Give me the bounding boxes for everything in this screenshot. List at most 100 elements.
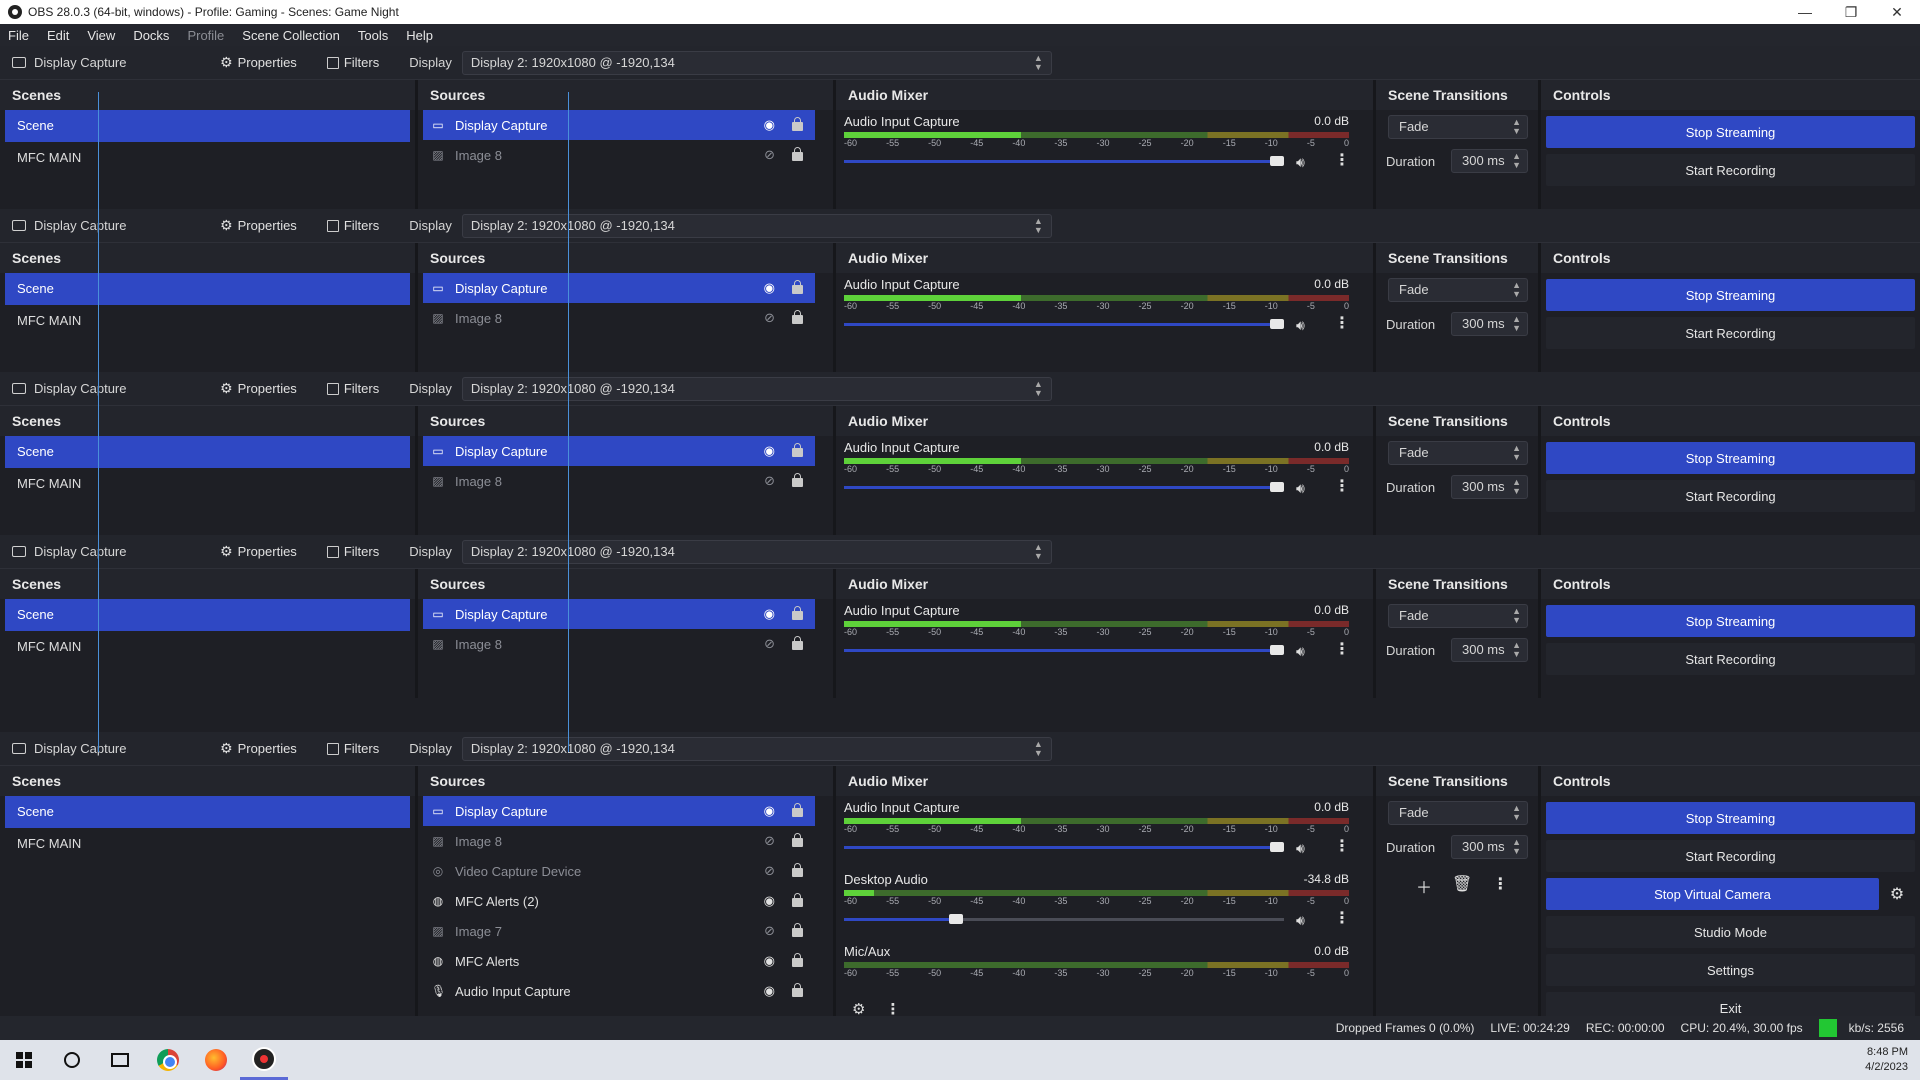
lock-icon[interactable]: [792, 473, 803, 487]
lock-icon[interactable]: [792, 147, 803, 161]
source-item-display-capture[interactable]: ▭ Display Capture ◉: [423, 796, 815, 826]
speaker-icon[interactable]: 🔊︎: [1296, 840, 1305, 856]
speaker-icon[interactable]: 🔊︎: [1296, 317, 1305, 333]
firefox-taskbar-button[interactable]: [192, 1040, 240, 1080]
lock-icon[interactable]: [792, 280, 803, 294]
scene-item-mfc-main[interactable]: MFC MAIN: [17, 639, 82, 654]
scene-item-mfc-main[interactable]: MFC MAIN: [17, 313, 82, 328]
display-select[interactable]: Display 2: 1920x1080 @ -1920,134 ▲ ▼: [461, 736, 1052, 761]
transition-select[interactable]: Fade ▲ ▼: [1388, 441, 1528, 465]
stop-streaming-button[interactable]: Stop Streaming: [1546, 442, 1915, 474]
slider-knob[interactable]: [1270, 842, 1284, 852]
settings-button[interactable]: Settings: [1546, 954, 1915, 986]
volume-slider[interactable]: [844, 645, 1284, 655]
volume-slider[interactable]: [844, 914, 963, 924]
add-transition-icon[interactable]: ＋: [1416, 880, 1433, 897]
advanced-audio-gear-icon[interactable]: ⚙: [852, 1001, 866, 1016]
volume-slider[interactable]: [844, 319, 1284, 329]
obs-taskbar-button[interactable]: [240, 1040, 288, 1080]
source-item[interactable]: ▭ Display Capture ◉: [423, 599, 815, 629]
kebab-menu-icon[interactable]: ⋮: [1334, 315, 1350, 332]
display-select[interactable]: Display 2: 1920x1080 @ -1920,134 ▲ ▼: [461, 50, 1052, 75]
scene-item-mfc-main[interactable]: MFC MAIN: [17, 150, 82, 165]
eye-slash-icon[interactable]: ⊘: [764, 863, 775, 878]
kebab-menu-icon[interactable]: ⋮: [1334, 838, 1350, 855]
volume-slider[interactable]: [844, 842, 1284, 852]
lock-icon[interactable]: [792, 833, 803, 847]
volume-slider-track[interactable]: [963, 918, 1284, 921]
lock-icon[interactable]: [792, 863, 803, 877]
studio-mode-button[interactable]: Studio Mode: [1546, 916, 1915, 948]
display-select[interactable]: Display 2: 1920x1080 @ -1920,134 ▲ ▼: [461, 539, 1052, 564]
speaker-icon[interactable]: 🔊︎: [1296, 480, 1305, 496]
filters-button[interactable]: Filters: [317, 376, 389, 402]
source-item-video-capture-device[interactable]: ◎ Video Capture Device ⊘: [423, 856, 815, 886]
stop-streaming-button[interactable]: Stop Streaming: [1546, 279, 1915, 311]
display-select[interactable]: Display 2: 1920x1080 @ -1920,134 ▲ ▼: [461, 376, 1052, 401]
source-item[interactable]: ▭ Display Capture ◉: [423, 273, 815, 303]
filters-button[interactable]: Filters: [317, 736, 389, 762]
transition-select[interactable]: Fade ▲ ▼: [1388, 604, 1528, 628]
scene-item-scene[interactable]: Scene: [5, 273, 410, 305]
menu-edit[interactable]: Edit: [46, 27, 70, 43]
scene-item-scene[interactable]: Scene: [5, 110, 410, 142]
eye-icon[interactable]: ◉: [763, 443, 775, 458]
duration-spinbox[interactable]: 300 ms ▲ ▼: [1451, 835, 1528, 859]
kebab-menu-icon[interactable]: ⋮: [1334, 152, 1350, 169]
stop-streaming-button[interactable]: Stop Streaming: [1546, 605, 1915, 637]
scene-item-scene[interactable]: Scene: [5, 796, 410, 828]
volume-slider[interactable]: [844, 482, 1284, 492]
display-select[interactable]: Display 2: 1920x1080 @ -1920,134 ▲ ▼: [461, 213, 1052, 238]
filters-button[interactable]: Filters: [317, 539, 389, 565]
eye-slash-icon[interactable]: ⊘: [764, 636, 775, 651]
lock-icon[interactable]: [792, 983, 803, 997]
speaker-icon[interactable]: 🔊︎: [1296, 643, 1305, 659]
eye-icon[interactable]: ◉: [763, 803, 775, 818]
lock-icon[interactable]: [792, 893, 803, 907]
source-item[interactable]: ▭ Display Capture ◉: [423, 110, 815, 140]
stop-streaming-button[interactable]: Stop Streaming: [1546, 116, 1915, 148]
menu-tools[interactable]: Tools: [357, 27, 389, 43]
transition-select[interactable]: Fade ▲ ▼: [1388, 115, 1528, 139]
chrome-taskbar-button[interactable]: [144, 1040, 192, 1080]
kebab-menu-icon[interactable]: ⋮: [1334, 641, 1350, 658]
eye-icon[interactable]: ◉: [763, 117, 775, 132]
menu-scene-collection[interactable]: Scene Collection: [242, 27, 340, 43]
exit-button[interactable]: Exit: [1546, 992, 1915, 1016]
menu-help[interactable]: Help: [406, 27, 433, 43]
duration-spinbox[interactable]: 300 ms ▲ ▼: [1451, 638, 1528, 662]
source-item-image-8[interactable]: ▨ Image 8 ⊘: [423, 826, 815, 856]
transition-select[interactable]: Fade ▲ ▼: [1388, 801, 1528, 825]
properties-button[interactable]: ⚙ Properties: [210, 50, 307, 76]
lock-icon[interactable]: [792, 953, 803, 967]
task-view-button[interactable]: [96, 1040, 144, 1080]
scene-item-mfc-main[interactable]: MFC MAIN: [17, 836, 82, 851]
lock-icon[interactable]: [792, 117, 803, 131]
minimize-button[interactable]: —: [1798, 4, 1812, 20]
kebab-menu-icon[interactable]: ⋮: [1334, 478, 1350, 495]
scene-item-mfc-main[interactable]: MFC MAIN: [17, 476, 82, 491]
trash-icon[interactable]: 🗑︎: [1452, 876, 1473, 893]
close-button[interactable]: ✕: [1891, 3, 1903, 20]
stop-virtual-camera-button[interactable]: Stop Virtual Camera: [1546, 878, 1879, 910]
stop-streaming-button[interactable]: Stop Streaming: [1546, 802, 1915, 834]
search-button[interactable]: [48, 1040, 96, 1080]
lock-icon[interactable]: [792, 923, 803, 937]
source-item-mfc-alerts-2[interactable]: ◍ MFC Alerts (2) ◉: [423, 886, 815, 916]
speaker-icon[interactable]: 🔊︎: [1296, 912, 1305, 928]
filters-button[interactable]: Filters: [317, 50, 389, 76]
duration-spinbox[interactable]: 300 ms ▲ ▼: [1451, 149, 1528, 173]
lock-icon[interactable]: [792, 636, 803, 650]
eye-slash-icon[interactable]: ⊘: [764, 310, 775, 325]
menu-view[interactable]: View: [87, 27, 116, 43]
transition-kebab-icon[interactable]: ⋮: [1492, 876, 1509, 893]
properties-button[interactable]: ⚙ Properties: [210, 213, 307, 239]
duration-spinbox[interactable]: 300 ms ▲ ▼: [1451, 475, 1528, 499]
transition-select[interactable]: Fade ▲ ▼: [1388, 278, 1528, 302]
source-item-audio-input-capture[interactable]: 🎙︎ Audio Input Capture ◉: [423, 976, 815, 1006]
properties-button[interactable]: ⚙ Properties: [210, 736, 307, 762]
eye-slash-icon[interactable]: ⊘: [764, 833, 775, 848]
start-recording-button[interactable]: Start Recording: [1546, 840, 1915, 872]
menu-profile[interactable]: Profile: [187, 27, 225, 43]
start-recording-button[interactable]: Start Recording: [1546, 480, 1915, 512]
